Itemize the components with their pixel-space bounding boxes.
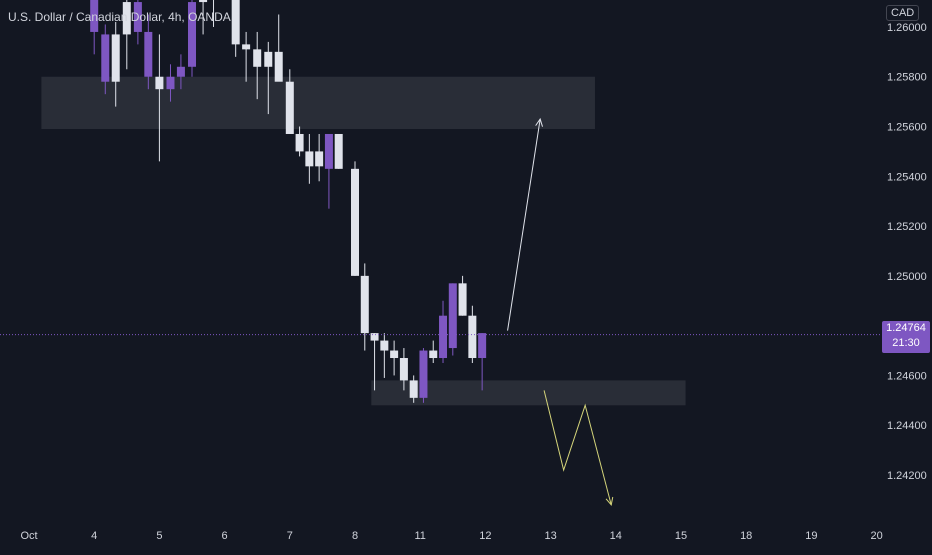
support-zone	[371, 380, 686, 406]
time-tick-label: 8	[352, 530, 358, 542]
time-tick-label: 20	[870, 530, 882, 542]
price-tick-label: 1.25600	[887, 122, 927, 134]
candles-layer	[90, 0, 487, 403]
price-tick-label: 1.24200	[887, 470, 927, 482]
time-tick-label: 6	[222, 530, 228, 542]
projection-layer	[507, 117, 614, 506]
time-tick-label: Oct	[20, 530, 37, 542]
bar-countdown: 21:30	[892, 337, 920, 349]
candle-body	[111, 34, 120, 82]
time-tick-label: 13	[544, 530, 556, 542]
price-tick-label: 1.24400	[887, 420, 927, 432]
time-tick-label: 12	[479, 530, 491, 542]
candle-body	[429, 350, 438, 359]
candle-body	[458, 283, 467, 316]
time-tick-label: 4	[91, 530, 97, 542]
time-axis-svg: Oct 4 5 6 7 8 11 12 13 14 15 18 19 20	[20, 530, 882, 542]
resistance-zone	[41, 76, 595, 130]
candle-body	[478, 333, 487, 359]
candle-body	[274, 51, 283, 82]
chart-svg	[0, 0, 880, 506]
candle-body	[468, 315, 477, 359]
candle-body	[166, 76, 175, 90]
candle-body	[264, 51, 273, 67]
zones-layer	[41, 76, 686, 406]
candle-body	[231, 0, 240, 45]
candle-body	[334, 133, 343, 169]
price-tick-label: 1.25400	[887, 171, 927, 183]
candle-body	[305, 151, 314, 167]
candle-body	[242, 44, 251, 50]
candle-body	[315, 151, 324, 167]
time-tick-label: 11	[414, 530, 425, 542]
candle-body	[285, 81, 294, 134]
time-tick-label: 19	[805, 530, 817, 542]
down-arrow-head	[605, 496, 614, 506]
candle-body	[155, 76, 164, 90]
currency-badge[interactable]: CAD	[886, 5, 920, 21]
candle-body	[409, 380, 418, 398]
candle-body	[380, 340, 389, 351]
time-tick-label: 18	[740, 530, 752, 542]
up-projection-arrow	[507, 118, 541, 331]
candle-body	[188, 2, 196, 67]
candle-body	[324, 133, 333, 169]
chart-area[interactable]: U.S. Dollar / Canadian Dollar, 4h, OANDA	[0, 0, 880, 520]
price-tick-label: 1.25800	[887, 72, 927, 84]
up-arrow-head	[535, 117, 543, 127]
price-tick-label: 1.24600	[887, 370, 927, 382]
time-tick-label: 5	[156, 530, 162, 542]
price-tick-label: 1.26000	[887, 22, 927, 34]
down-projection-path	[543, 390, 612, 505]
time-tick-label: 7	[287, 530, 293, 542]
symbol-title: U.S. Dollar / Canadian Dollar, 4h, OANDA	[8, 10, 231, 24]
candle-body	[101, 34, 110, 82]
candle-body	[176, 66, 185, 77]
time-tick-label: 14	[610, 530, 622, 542]
price-axis-svg: 1.242001.244001.246001.248001.250001.252…	[887, 22, 927, 482]
time-axis[interactable]: Oct 4 5 6 7 8 11 12 13 14 15 18 19 20	[0, 520, 932, 550]
candle-body	[439, 315, 448, 359]
price-tick-label: 1.25000	[887, 271, 927, 283]
price-axis[interactable]: 1.242001.244001.246001.248001.250001.252…	[880, 0, 932, 520]
candle-body	[419, 350, 428, 398]
candle-body	[390, 350, 399, 359]
candle-body	[122, 2, 131, 35]
candle-body	[90, 0, 99, 32]
current-price-tag: 1.24764 21:30	[882, 321, 930, 353]
candle-body	[133, 2, 142, 32]
candle-body	[370, 333, 379, 341]
candle-body	[253, 49, 262, 67]
candle-body	[399, 358, 408, 381]
candle-body	[144, 31, 153, 77]
candle-body	[351, 168, 359, 276]
candle-body	[295, 133, 304, 152]
candle-body	[448, 283, 457, 349]
price-tick-label: 1.25200	[887, 221, 927, 233]
time-tick-label: 15	[675, 530, 687, 542]
candle-body	[199, 0, 208, 3]
candle-body	[360, 275, 369, 334]
current-price-value: 1.24764	[886, 322, 926, 334]
